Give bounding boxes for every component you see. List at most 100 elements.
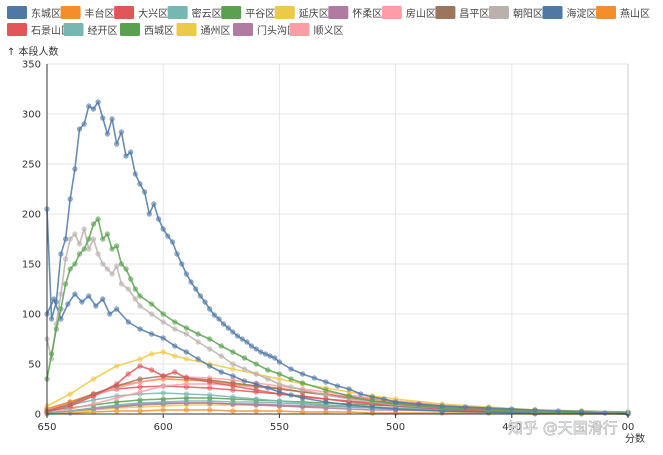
data-point [95,216,101,222]
data-point [207,407,213,413]
data-point [118,281,124,287]
data-point [100,296,106,302]
data-point [244,339,250,345]
data-point [216,316,222,322]
data-point [160,383,166,389]
data-point [230,349,236,355]
legend-item[interactable]: 门头沟区 [233,23,297,37]
legend-label: 经开区 [88,24,118,37]
data-point [172,353,178,359]
data-point [346,402,352,408]
data-point [62,281,69,287]
legend-item[interactable]: 昌平区 [435,6,489,20]
data-point [369,394,376,400]
y-tick-label: 0 [35,410,41,421]
data-point [230,373,236,379]
data-point [172,319,178,325]
legend-item[interactable]: 密云区 [167,6,222,20]
legend-swatch [176,23,197,36]
legend-item[interactable]: 怀柔区 [328,6,382,20]
data-point [230,366,236,372]
legend-item[interactable]: 经开区 [63,23,118,37]
data-point [193,286,199,292]
data-point [235,333,241,339]
data-point [323,399,329,405]
data-point [137,397,143,403]
legend-item[interactable]: 通州区 [176,23,231,37]
legend-swatch [233,23,253,36]
data-point [207,306,213,312]
data-point [118,129,124,135]
data-point [265,367,271,373]
x-axis-title: 分数 [625,432,645,445]
data-point [114,381,120,387]
data-point [358,391,364,397]
data-point [137,376,143,382]
legend-label: 怀柔区 [352,8,382,20]
legend[interactable]: 东城区 丰台区 大兴区 密云区 平谷区 延庆区 怀柔区 房山区 昌平区 朝阳区 海淀区 燕山区石景山区… [7,6,650,37]
data-point [267,353,273,359]
legend-item[interactable]: 海淀区 [542,6,597,20]
data-point [86,236,92,242]
legend-swatch [167,6,188,19]
data-point [125,286,131,292]
legend-swatch [289,23,310,36]
legend-item[interactable]: 石景山区 [7,23,71,37]
y-tick-label: 50 [28,360,41,371]
legend-item[interactable]: 丰台区 [60,6,115,20]
data-point [174,251,180,257]
data-point [241,355,248,361]
data-point [104,266,110,272]
data-point [81,246,87,252]
data-point [218,343,224,349]
data-point [137,384,143,390]
data-point [114,243,120,249]
data-point [183,331,189,337]
data-point [67,403,73,409]
y-tick-label: 350 [22,60,41,71]
legend-item[interactable]: 房山区 [381,6,436,20]
data-point [58,306,64,312]
data-point [288,376,294,382]
data-point [132,296,138,302]
legend-item[interactable]: 大兴区 [114,6,168,20]
legend-item[interactable]: 延庆区 [274,6,329,20]
legend-item[interactable]: 西城区 [120,23,174,37]
data-point [65,301,71,307]
legend-item[interactable]: 东城区 [7,6,61,20]
data-point [93,303,99,309]
data-point [109,246,115,252]
data-point [128,276,134,282]
legend-item[interactable]: 燕山区 [596,6,650,20]
data-point [114,141,120,147]
data-point [48,316,55,322]
data-point [72,261,78,267]
data-point [137,389,143,395]
data-point [183,356,189,362]
series-15 [44,216,631,417]
data-point [253,371,259,377]
data-point [149,367,155,373]
data-point [253,346,259,352]
data-point [100,261,106,267]
data-point [276,408,283,414]
data-point [323,379,329,385]
data-point [276,371,283,377]
data-point [72,291,78,297]
legend-item[interactable]: 顺义区 [289,23,344,37]
data-point [369,404,376,410]
data-point [58,251,64,257]
data-point [76,241,83,247]
legend-swatch [596,6,617,19]
legend-item[interactable]: 朝阳区 [488,6,543,20]
data-point [149,331,155,337]
data-point [142,189,148,195]
data-point [230,361,236,367]
data-point [104,231,110,237]
data-point [195,331,201,337]
x-tick-label: 450 [502,422,521,433]
data-point [114,395,120,401]
legend-item[interactable]: 平谷区 [221,6,275,20]
data-point [183,271,189,277]
